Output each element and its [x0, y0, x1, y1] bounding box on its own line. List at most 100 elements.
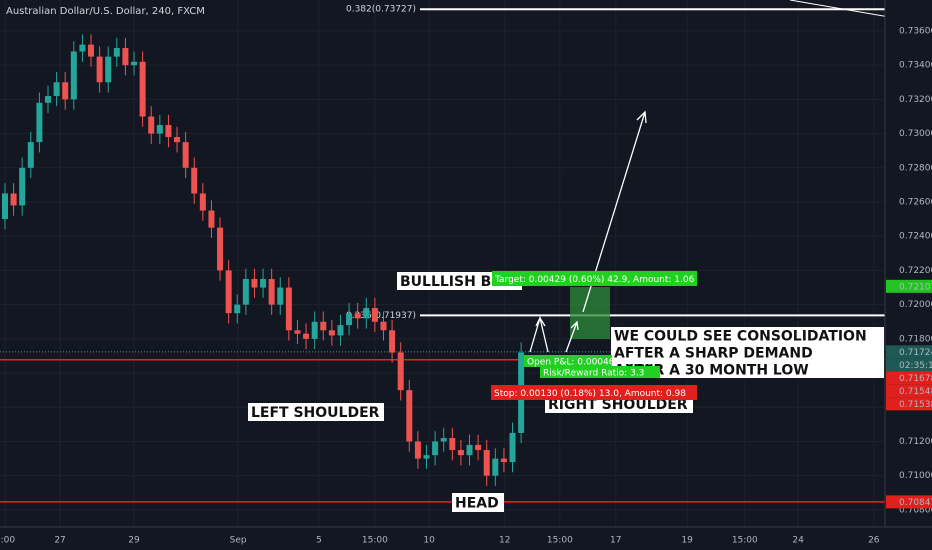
candle-body — [380, 321, 387, 331]
candle-body — [389, 330, 396, 353]
candle-body — [45, 95, 52, 103]
annotation-box — [611, 361, 884, 378]
candle-body — [251, 278, 258, 288]
annotation: AFTER A 30 MONTH LOW — [614, 363, 809, 379]
candle-body — [320, 321, 327, 331]
candle-body — [122, 48, 129, 66]
x-tick-label: 5:00 — [0, 536, 15, 546]
candle-body — [88, 44, 95, 57]
candle-body — [96, 56, 103, 83]
arrow — [565, 321, 578, 353]
annotation-box — [397, 272, 522, 290]
x-tick-label: 5 — [316, 536, 322, 546]
candle-body — [457, 450, 464, 456]
annotations: BULLLISH BWE COULD SEE CONSOLIDATIONAFTE… — [248, 271, 884, 512]
candle-body — [397, 352, 404, 391]
x-tick-label: 24 — [792, 536, 804, 546]
price-tag-label: 0.71548 — [899, 387, 932, 397]
candle-body — [182, 142, 189, 168]
price-tag — [886, 345, 932, 359]
candle-body — [294, 330, 301, 334]
candle-body — [328, 330, 335, 336]
annotation: HEAD — [455, 496, 499, 512]
x-tick-label: 12 — [499, 536, 510, 546]
annotation-box — [248, 403, 384, 421]
arrow-head — [570, 320, 579, 331]
price-axis — [885, 0, 932, 550]
candle-body — [414, 441, 421, 459]
candle-body — [53, 82, 60, 96]
candle-body — [483, 450, 490, 476]
fib-label: 0.236(0.71937) — [346, 311, 416, 321]
candle-body — [268, 278, 275, 305]
candle-body — [1, 193, 8, 220]
fib-label: 0.382(0.73727) — [346, 5, 416, 15]
price-tag — [886, 397, 932, 411]
annotation-box — [611, 327, 884, 344]
chart-title: Australian Dollar/U.S. Dollar, 240, FXCM — [6, 6, 205, 17]
risk-reward-label-box — [540, 366, 660, 378]
target-label: Target: 0.00429 (0.60%) 42.9, Amount: 1.… — [494, 275, 695, 285]
x-tick-label: 10 — [423, 536, 435, 546]
candle-body — [10, 193, 17, 206]
candle-body — [346, 313, 353, 326]
price-tag-label: 0.72107 — [899, 282, 932, 292]
price-tag — [886, 279, 932, 293]
price-tag-label: 0.71538 — [899, 400, 932, 410]
axes: 0.708000.710000.712000.714000.716000.718… — [0, 26, 932, 546]
target-label-box — [492, 271, 697, 286]
stop-label-box — [491, 385, 697, 400]
candle-body — [62, 82, 69, 100]
open-pnl-label-box — [524, 355, 612, 367]
candle-body — [354, 313, 361, 319]
candle-body — [500, 458, 507, 463]
levels: 0.382(0.73727) 0.236(0.71937) — [0, 5, 895, 503]
candle-body — [165, 125, 172, 138]
candle-body — [199, 193, 206, 211]
trend-line — [789, 0, 896, 19]
candle-body — [311, 321, 318, 339]
candle-body — [139, 61, 146, 117]
x-tick-label: 26 — [868, 536, 880, 546]
price-tag — [886, 371, 932, 385]
candle-body — [449, 438, 456, 451]
price-tag-label: 0.71678 — [899, 374, 932, 384]
annotation-box — [452, 493, 504, 512]
candles — [1, 34, 525, 486]
candle-body — [217, 227, 224, 271]
candle-body — [27, 142, 34, 168]
candle-body — [105, 56, 112, 83]
candle-body — [242, 278, 249, 305]
candle-body — [113, 48, 120, 57]
stop-label: Stop: 0.00130 (0.18%) 13.0, Amount: 0.98 — [494, 389, 686, 399]
candle-body — [406, 390, 413, 442]
candle-body — [440, 438, 447, 442]
candle-body — [303, 333, 310, 339]
candle-body — [191, 167, 198, 194]
y-tick-label: 0.73600 — [899, 26, 932, 36]
x-tick-label: 15:00 — [732, 536, 758, 546]
x-tick-label: 19 — [681, 536, 693, 546]
open-pnl-label: Open P&L: 0.00046, Qty: 15 — [527, 358, 653, 368]
candle-body — [432, 441, 439, 456]
x-tick-label: 17 — [610, 536, 621, 546]
annotation: LEFT SHOULDER — [251, 405, 380, 421]
arrow-head — [535, 316, 546, 327]
annotation: WE COULD SEE CONSOLIDATION — [614, 329, 867, 345]
countdown: 02:35:17 — [899, 361, 932, 371]
candle-body — [363, 308, 370, 319]
candle-body — [466, 444, 473, 456]
candle-body — [131, 61, 138, 66]
candle-body — [285, 287, 292, 331]
candle-body — [423, 455, 430, 459]
